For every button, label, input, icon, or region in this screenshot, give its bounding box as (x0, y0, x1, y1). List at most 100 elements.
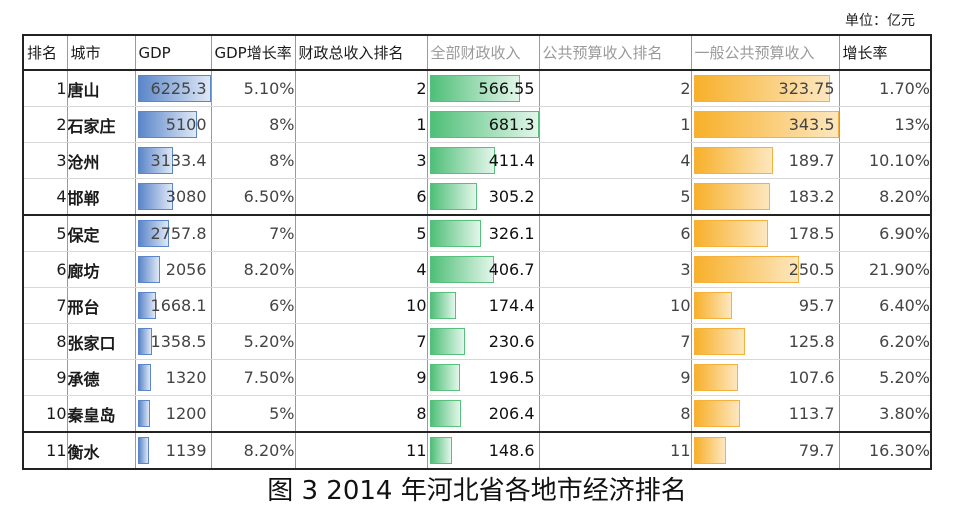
cell-total-revenue: 326.1 (427, 214, 540, 252)
cell-city: 承德 (67, 359, 136, 396)
cell-total-revenue: 230.6 (427, 323, 540, 360)
cell-budget-revenue-value: 79.7 (798, 441, 835, 460)
revenue-bar (429, 364, 460, 391)
cell-gdp: 5100 (135, 106, 212, 143)
cell-gdp-growth: 8% (211, 142, 296, 179)
cell-growth: 10.10% (839, 142, 932, 179)
cell-budget-revenue-value: 189.7 (788, 151, 835, 170)
header-gdp: GDP (135, 35, 212, 71)
cell-fiscal-rank: 5 (295, 214, 428, 252)
cell-budget-revenue: 250.5 (691, 251, 840, 288)
gdp-bar (137, 400, 150, 427)
cell-total-revenue: 681.3 (427, 106, 540, 143)
cell-growth: 21.90% (839, 251, 932, 288)
table-row: 11 衡水 1139 8.20% 11 148.6 11 79.7 16.30% (23, 431, 932, 470)
cell-budget-revenue-value: 95.7 (798, 296, 835, 315)
table-row: 3 沧州 3133.4 8% 3 411.4 4 189.7 10.10% (23, 142, 932, 179)
cell-budget-rank: 4 (539, 142, 692, 179)
table-row: 1 唐山 6225.3 5.10% 2 566.55 2 323.75 1.70% (23, 70, 932, 107)
cell-gdp: 2056 (135, 251, 212, 288)
cell-growth: 8.20% (839, 178, 932, 216)
gdp-bar (137, 220, 169, 247)
cell-total-revenue: 148.6 (427, 431, 540, 470)
cell-budget-revenue: 79.7 (691, 431, 840, 470)
budget-bar (693, 256, 799, 283)
cell-total-revenue-value: 230.6 (488, 332, 535, 351)
cell-rank: 6 (23, 251, 68, 288)
cell-budget-revenue: 95.7 (691, 287, 840, 324)
header-budget-revenue: 一般公共预算收入 (691, 35, 840, 71)
revenue-bar (429, 75, 520, 102)
cell-rank: 11 (23, 431, 68, 470)
cell-gdp-growth: 6.50% (211, 178, 296, 216)
economic-ranking-table: 排名 城市 GDP GDP增长率 财政总收入排名 全部财政收入 公共预算收入排名… (22, 34, 932, 470)
cell-gdp-growth: 8.20% (211, 431, 296, 470)
cell-gdp-value: 1668.1 (150, 296, 207, 315)
figure-caption: 图 3 2014 年河北省各地市经济排名 (267, 476, 687, 506)
gdp-bar (137, 256, 161, 283)
cell-budget-revenue: 343.5 (691, 106, 840, 143)
revenue-bar (429, 292, 456, 319)
cell-fiscal-rank: 4 (295, 251, 428, 288)
cell-total-revenue-value: 196.5 (488, 368, 535, 387)
cell-rank: 1 (23, 70, 68, 107)
cell-budget-revenue-value: 125.8 (788, 332, 835, 351)
cell-budget-revenue: 183.2 (691, 178, 840, 216)
table-row: 8 张家口 1358.5 5.20% 7 230.6 7 125.8 6.20% (23, 323, 932, 360)
cell-budget-rank: 7 (539, 323, 692, 360)
cell-budget-revenue-value: 250.5 (788, 260, 835, 279)
budget-bar (693, 364, 738, 391)
header-city: 城市 (67, 35, 136, 71)
budget-bar (693, 147, 773, 174)
cell-growth: 3.80% (839, 395, 932, 433)
revenue-bar (429, 437, 452, 464)
revenue-bar (429, 183, 478, 210)
cell-gdp-value: 6225.3 (150, 79, 207, 98)
gdp-bar (137, 111, 197, 138)
cell-city: 邢台 (67, 287, 136, 324)
cell-budget-revenue: 125.8 (691, 323, 840, 360)
table-row: 4 邯郸 3080 6.50% 6 305.2 5 183.2 8.20% (23, 178, 932, 216)
cell-gdp: 6225.3 (135, 70, 212, 107)
cell-gdp-value: 3133.4 (150, 151, 207, 170)
cell-city: 邯郸 (67, 178, 136, 216)
cell-gdp-value: 1200 (165, 404, 207, 423)
budget-bar (693, 75, 831, 102)
budget-bar (693, 111, 838, 138)
gdp-bar (137, 437, 150, 464)
cell-total-revenue-value: 411.4 (488, 151, 535, 170)
cell-total-revenue: 566.55 (427, 70, 540, 107)
cell-budget-rank: 5 (539, 178, 692, 216)
revenue-bar (429, 328, 466, 355)
cell-gdp-value: 1320 (165, 368, 207, 387)
table-row: 9 承德 1320 7.50% 9 196.5 9 107.6 5.20% (23, 359, 932, 396)
cell-budget-rank: 9 (539, 359, 692, 396)
table-body: 1 唐山 6225.3 5.10% 2 566.55 2 323.75 1.70% 2 石家庄 510… (23, 70, 932, 470)
revenue-bar (429, 400, 462, 427)
header-budget-rank: 公共预算收入排名 (539, 35, 692, 71)
cell-gdp-growth: 5.10% (211, 70, 296, 107)
gdp-bar (137, 75, 210, 102)
cell-gdp: 1139 (135, 431, 212, 470)
cell-fiscal-rank: 11 (295, 431, 428, 470)
cell-total-revenue: 305.2 (427, 178, 540, 216)
cell-budget-revenue-value: 178.5 (788, 224, 835, 243)
gdp-bar (137, 364, 152, 391)
cell-city: 衡水 (67, 431, 136, 470)
gdp-bar (137, 183, 173, 210)
cell-fiscal-rank: 10 (295, 287, 428, 324)
cell-gdp-value: 2757.8 (150, 224, 207, 243)
cell-budget-revenue-value: 183.2 (788, 187, 835, 206)
revenue-bar (429, 147, 495, 174)
cell-rank: 9 (23, 359, 68, 396)
cell-city: 石家庄 (67, 106, 136, 143)
cell-fiscal-rank: 8 (295, 395, 428, 433)
cell-budget-rank: 1 (539, 106, 692, 143)
cell-fiscal-rank: 2 (295, 70, 428, 107)
cell-gdp-growth: 7% (211, 214, 296, 252)
cell-gdp: 1200 (135, 395, 212, 433)
revenue-bar (429, 220, 481, 247)
cell-budget-revenue: 113.7 (691, 395, 840, 433)
header-growth: 增长率 (839, 35, 932, 71)
cell-rank: 3 (23, 142, 68, 179)
